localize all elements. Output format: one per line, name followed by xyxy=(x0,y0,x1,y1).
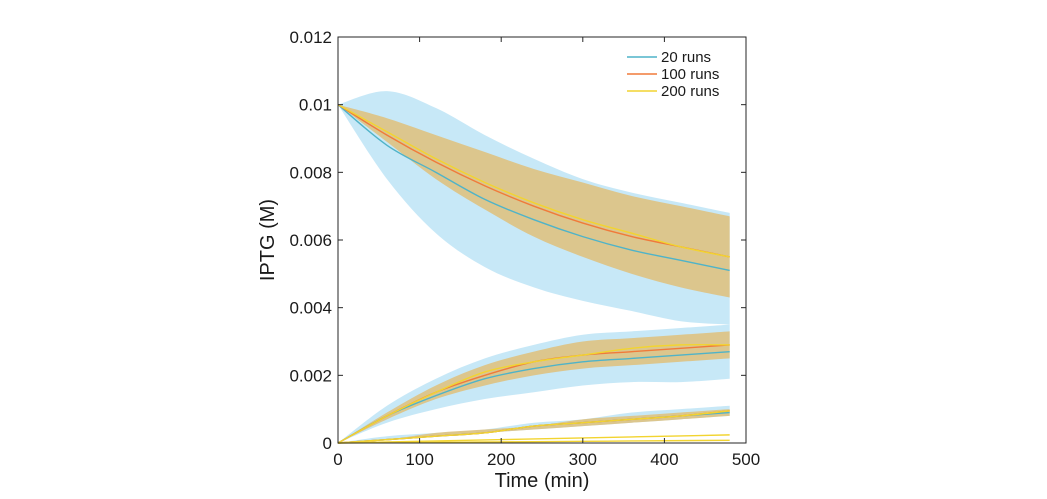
line-200-runs-3 xyxy=(337,434,730,444)
x-tick-label: 100 xyxy=(405,450,433,469)
y-tick-label: 0.006 xyxy=(289,231,332,250)
confidence-bands xyxy=(338,91,730,443)
y-tick-label: 0.002 xyxy=(289,366,332,385)
line-200-runs-1 xyxy=(337,343,730,444)
line-100-runs-0 xyxy=(337,104,730,258)
x-tick-label: 200 xyxy=(487,450,515,469)
y-tick-label: 0 xyxy=(323,434,332,453)
y-axis-label: IPTG (M) xyxy=(257,199,279,281)
y-tick-label: 0.008 xyxy=(289,163,332,182)
y-tick-label: 0.012 xyxy=(289,28,332,47)
legend-label: 100 runs xyxy=(661,66,719,83)
x-tick-label: 400 xyxy=(650,450,678,469)
x-tick-label: 500 xyxy=(732,450,760,469)
line-20-runs-0 xyxy=(337,104,730,272)
x-axis-label: Time (min) xyxy=(495,470,590,492)
legend-label: 200 runs xyxy=(661,83,719,100)
x-tick-label: 0 xyxy=(333,450,342,469)
band-100-runs-0 xyxy=(338,104,730,298)
x-tick-label: 300 xyxy=(569,450,597,469)
y-tick-label: 0.01 xyxy=(299,96,332,115)
band-100-runs-1 xyxy=(338,331,730,443)
line-200-runs-0 xyxy=(337,104,730,258)
legend-label: 20 runs xyxy=(661,49,711,66)
band-100-runs-2 xyxy=(338,409,730,443)
x-axis: 0 100 200 300 400 500 xyxy=(333,37,760,469)
series-lines xyxy=(337,104,730,444)
y-tick-label: 0.004 xyxy=(289,299,332,318)
y-axis: 0 0.002 0.004 0.006 0.008 0.01 0.012 xyxy=(289,28,746,453)
line-200-runs-2 xyxy=(337,410,730,444)
